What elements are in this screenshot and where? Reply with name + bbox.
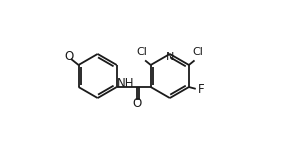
- Text: N: N: [166, 52, 174, 62]
- Text: Cl: Cl: [193, 47, 203, 57]
- Text: NH: NH: [117, 77, 135, 90]
- Text: O: O: [132, 97, 142, 110]
- Text: F: F: [198, 83, 205, 96]
- Text: Cl: Cl: [136, 47, 147, 57]
- Text: O: O: [64, 50, 73, 63]
